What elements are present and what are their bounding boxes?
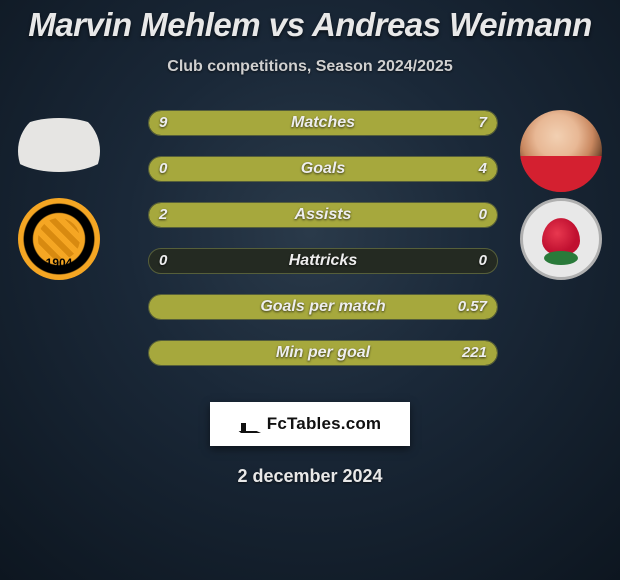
brand-badge: FcTables.com xyxy=(210,402,410,446)
stats-chart: 97Matches 04Goals 20Assists 00Hattricks 0.57… xyxy=(10,110,610,390)
stat-row: 00Hattricks xyxy=(148,248,498,274)
stat-label: Assists xyxy=(149,203,497,227)
stat-label: Min per goal xyxy=(149,341,497,365)
stat-label: Matches xyxy=(149,111,497,135)
stat-label: Goals per match xyxy=(149,295,497,319)
stat-row: 221Min per goal xyxy=(148,340,498,366)
stat-label: Hattricks xyxy=(149,249,497,273)
stat-row: 04Goals xyxy=(148,156,498,182)
page-subtitle: Club competitions, Season 2024/2025 xyxy=(0,58,620,76)
brand-text: FcTables.com xyxy=(267,414,382,434)
stat-row: 0.57Goals per match xyxy=(148,294,498,320)
stat-label: Goals xyxy=(149,157,497,181)
stat-row: 97Matches xyxy=(148,110,498,136)
brand-chart-icon xyxy=(239,413,261,435)
date-label: 2 december 2024 xyxy=(0,466,620,487)
page-title: Marvin Mehlem vs Andreas Weimann xyxy=(0,0,620,44)
stat-row: 20Assists xyxy=(148,202,498,228)
